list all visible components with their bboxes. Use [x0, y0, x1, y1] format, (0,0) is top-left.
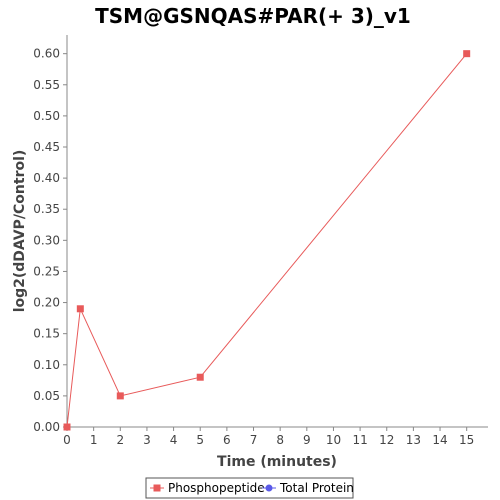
legend-label: Phosphopeptide [168, 481, 265, 495]
y-axis-label: log2(dDAVP/Control) [12, 150, 28, 313]
x-tick-label: 2 [116, 433, 124, 447]
y-axis-ticks: 0.00 0.05 0.10 0.15 0.20 0.25 0.30 0.35 0.40 0.45… [33, 47, 67, 434]
y-tick-label: 0.45 [33, 140, 60, 154]
x-tick-label: 3 [143, 433, 151, 447]
y-tick-label: 0.40 [33, 171, 60, 185]
x-tick-label: 6 [223, 433, 231, 447]
x-tick-label: 4 [170, 433, 178, 447]
x-tick-label: 8 [276, 433, 284, 447]
x-tick-label: 0 [63, 433, 71, 447]
legend-label: Total Protein [279, 481, 354, 495]
y-tick-label: 0.30 [33, 233, 60, 247]
legend-items: Phosphopeptide Total Protein [150, 481, 354, 495]
data-point [196, 373, 204, 381]
y-tick-label: 0.15 [33, 327, 60, 341]
y-tick-label: 0.20 [33, 296, 60, 310]
x-tick-label: 10 [326, 433, 341, 447]
y-tick-label: 0.50 [33, 109, 60, 123]
legend-marker [153, 484, 161, 492]
data-point [63, 423, 71, 431]
x-tick-label: 5 [196, 433, 204, 447]
y-tick-label: 0.60 [33, 47, 60, 61]
x-axis-ticks: 0 1 2 3 4 5 6 7 8 9 10 11 12 13 14 15 [63, 427, 474, 447]
y-tick-label: 0.05 [33, 389, 60, 403]
legend: Phosphopeptide Total Protein [145, 477, 354, 499]
y-tick-label: 0.00 [33, 420, 60, 434]
series-layer [63, 50, 471, 431]
legend-marker [265, 484, 273, 492]
x-tick-label: 13 [406, 433, 421, 447]
data-point [76, 305, 84, 313]
x-tick-label: 15 [459, 433, 474, 447]
y-tick-label: 0.55 [33, 78, 60, 92]
x-tick-label: 7 [250, 433, 258, 447]
y-tick-label: 0.25 [33, 264, 60, 278]
x-axis-label: Time (minutes) [217, 454, 337, 470]
data-point [116, 392, 124, 400]
y-tick-label: 0.35 [33, 202, 60, 216]
y-tick-label: 0.10 [33, 358, 60, 372]
x-tick-label: 11 [352, 433, 367, 447]
x-tick-label: 12 [379, 433, 394, 447]
data-point [463, 50, 471, 58]
x-tick-label: 1 [90, 433, 98, 447]
legend-box [145, 477, 354, 499]
x-tick-label: 14 [432, 433, 447, 447]
chart-title: TSM@GSNQAS#PAR(+ 3)_v1 [95, 4, 411, 28]
x-tick-label: 9 [303, 433, 311, 447]
plot-area [67, 35, 488, 427]
